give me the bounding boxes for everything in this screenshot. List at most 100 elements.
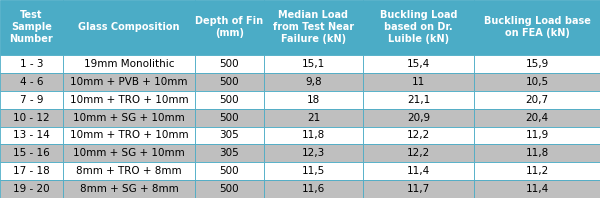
Bar [195, 162, 264, 180]
Text: 500: 500 [220, 184, 239, 194]
Text: Depth of Fin
(mm): Depth of Fin (mm) [196, 16, 263, 38]
Bar [63, 55, 195, 73]
Text: 12,2: 12,2 [407, 148, 430, 158]
Text: 10mm + TRO + 10mm: 10mm + TRO + 10mm [70, 95, 188, 105]
Bar [195, 55, 264, 73]
Text: 21,1: 21,1 [407, 95, 430, 105]
Text: 10,5: 10,5 [526, 77, 548, 87]
Text: 11,8: 11,8 [302, 130, 325, 140]
Text: 20,4: 20,4 [526, 112, 548, 123]
Text: 18: 18 [307, 95, 320, 105]
Text: Glass Composition: Glass Composition [78, 23, 180, 32]
Text: 8mm + SG + 8mm: 8mm + SG + 8mm [80, 184, 178, 194]
Text: 11,5: 11,5 [302, 166, 325, 176]
Text: 15 - 16: 15 - 16 [13, 148, 50, 158]
Bar [474, 180, 600, 198]
Bar [0, 127, 63, 144]
Bar [264, 144, 363, 162]
Bar [474, 127, 600, 144]
Text: 500: 500 [220, 112, 239, 123]
Text: 305: 305 [220, 148, 239, 158]
Bar [63, 91, 195, 109]
Bar [264, 127, 363, 144]
Text: 19mm Monolithic: 19mm Monolithic [84, 59, 174, 69]
Text: 500: 500 [220, 59, 239, 69]
Text: 11,4: 11,4 [407, 166, 430, 176]
Text: 305: 305 [220, 130, 239, 140]
Text: 9,8: 9,8 [305, 77, 322, 87]
Text: 7 - 9: 7 - 9 [20, 95, 43, 105]
Text: 17 - 18: 17 - 18 [13, 166, 50, 176]
Bar [195, 0, 264, 55]
Text: 1 - 3: 1 - 3 [20, 59, 43, 69]
Text: 12,2: 12,2 [407, 130, 430, 140]
Text: 12,3: 12,3 [302, 148, 325, 158]
Text: 500: 500 [220, 95, 239, 105]
Text: 11,4: 11,4 [526, 184, 548, 194]
Bar [0, 109, 63, 127]
Bar [363, 55, 474, 73]
Bar [474, 109, 600, 127]
Bar [474, 144, 600, 162]
Text: 10mm + SG + 10mm: 10mm + SG + 10mm [73, 148, 185, 158]
Text: 11,2: 11,2 [526, 166, 548, 176]
Bar [264, 180, 363, 198]
Text: 11: 11 [412, 77, 425, 87]
Text: 10 - 12: 10 - 12 [13, 112, 50, 123]
Text: 500: 500 [220, 77, 239, 87]
Bar [264, 162, 363, 180]
Text: 13 - 14: 13 - 14 [13, 130, 50, 140]
Bar [0, 0, 63, 55]
Bar [474, 73, 600, 91]
Bar [63, 109, 195, 127]
Bar [0, 55, 63, 73]
Bar [363, 180, 474, 198]
Bar [195, 127, 264, 144]
Text: Median Load
from Test Near
Failure (kN): Median Load from Test Near Failure (kN) [273, 10, 354, 45]
Bar [474, 162, 600, 180]
Bar [0, 144, 63, 162]
Bar [363, 127, 474, 144]
Bar [63, 180, 195, 198]
Bar [363, 109, 474, 127]
Bar [474, 0, 600, 55]
Bar [264, 109, 363, 127]
Text: 21: 21 [307, 112, 320, 123]
Bar [63, 162, 195, 180]
Bar [63, 127, 195, 144]
Text: 11,8: 11,8 [526, 148, 548, 158]
Bar [63, 73, 195, 91]
Bar [63, 144, 195, 162]
Bar [363, 0, 474, 55]
Bar [63, 0, 195, 55]
Bar [264, 73, 363, 91]
Bar [0, 73, 63, 91]
Text: 15,1: 15,1 [302, 59, 325, 69]
Bar [0, 180, 63, 198]
Text: 4 - 6: 4 - 6 [20, 77, 43, 87]
Bar [264, 0, 363, 55]
Text: 11,6: 11,6 [302, 184, 325, 194]
Text: 15,9: 15,9 [526, 59, 548, 69]
Bar [0, 91, 63, 109]
Bar [0, 162, 63, 180]
Text: 8mm + TRO + 8mm: 8mm + TRO + 8mm [76, 166, 182, 176]
Bar [195, 109, 264, 127]
Bar [474, 91, 600, 109]
Text: 10mm + TRO + 10mm: 10mm + TRO + 10mm [70, 130, 188, 140]
Text: Test
Sample
Number: Test Sample Number [10, 10, 53, 45]
Text: 20,7: 20,7 [526, 95, 548, 105]
Text: 19 - 20: 19 - 20 [13, 184, 50, 194]
Text: 11,7: 11,7 [407, 184, 430, 194]
Text: 20,9: 20,9 [407, 112, 430, 123]
Bar [195, 180, 264, 198]
Text: 11,9: 11,9 [526, 130, 548, 140]
Bar [264, 55, 363, 73]
Text: Buckling Load
based on Dr.
Luible (kN): Buckling Load based on Dr. Luible (kN) [380, 10, 457, 45]
Bar [195, 91, 264, 109]
Bar [363, 73, 474, 91]
Text: 15,4: 15,4 [407, 59, 430, 69]
Text: 10mm + PVB + 10mm: 10mm + PVB + 10mm [70, 77, 188, 87]
Text: 500: 500 [220, 166, 239, 176]
Text: 10mm + SG + 10mm: 10mm + SG + 10mm [73, 112, 185, 123]
